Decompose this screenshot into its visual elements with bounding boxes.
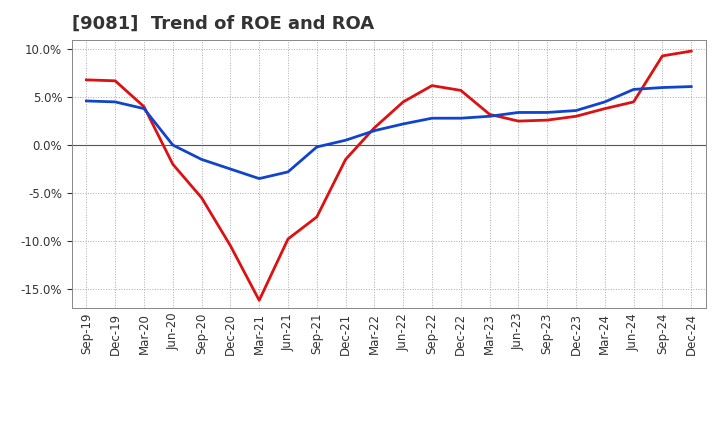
- ROA: [82, 98, 91, 103]
- ROA: [543, 110, 552, 115]
- ROA: [226, 166, 235, 172]
- ROE: [399, 99, 408, 105]
- Text: [9081]  Trend of ROE and ROA: [9081] Trend of ROE and ROA: [72, 15, 374, 33]
- ROE: [543, 117, 552, 123]
- ROE: [341, 157, 350, 162]
- ROE: [140, 104, 148, 109]
- ROE: [629, 99, 638, 105]
- ROE: [572, 114, 580, 119]
- ROA: [284, 169, 292, 175]
- ROA: [629, 87, 638, 92]
- ROE: [658, 53, 667, 59]
- ROE: [197, 195, 206, 200]
- ROA: [370, 128, 379, 133]
- ROE: [456, 88, 465, 93]
- ROE: [514, 118, 523, 124]
- ROA: [197, 157, 206, 162]
- ROE: [226, 243, 235, 248]
- ROE: [284, 236, 292, 242]
- ROA: [600, 99, 609, 105]
- ROA: [485, 114, 494, 119]
- ROA: [255, 176, 264, 181]
- ROA: [687, 84, 696, 89]
- ROE: [168, 161, 177, 167]
- Line: ROA: ROA: [86, 87, 691, 179]
- ROA: [514, 110, 523, 115]
- ROE: [687, 48, 696, 54]
- ROA: [658, 85, 667, 90]
- ROA: [428, 116, 436, 121]
- ROA: [111, 99, 120, 105]
- ROE: [428, 83, 436, 88]
- ROA: [399, 121, 408, 127]
- ROA: [341, 138, 350, 143]
- ROA: [312, 144, 321, 150]
- Line: ROE: ROE: [86, 51, 691, 301]
- ROE: [600, 106, 609, 111]
- ROA: [456, 116, 465, 121]
- ROE: [370, 125, 379, 130]
- ROE: [312, 214, 321, 220]
- ROE: [111, 78, 120, 84]
- ROA: [168, 143, 177, 148]
- ROA: [572, 108, 580, 113]
- ROE: [255, 298, 264, 303]
- ROA: [140, 106, 148, 111]
- ROE: [485, 112, 494, 117]
- ROE: [82, 77, 91, 82]
